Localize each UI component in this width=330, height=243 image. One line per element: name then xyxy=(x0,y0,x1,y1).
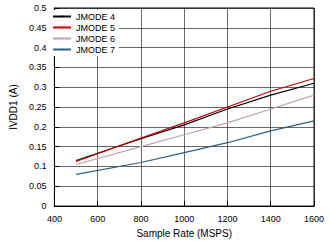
svg-text:400: 400 xyxy=(47,214,62,224)
svg-text:IVDD1 (A): IVDD1 (A) xyxy=(8,84,19,130)
svg-text:800: 800 xyxy=(133,214,148,224)
svg-text:0.45: 0.45 xyxy=(29,23,47,33)
svg-text:0.05: 0.05 xyxy=(29,181,47,191)
svg-text:600: 600 xyxy=(90,214,105,224)
svg-text:Sample Rate (MSPS): Sample Rate (MSPS) xyxy=(136,228,232,239)
svg-text:0.4: 0.4 xyxy=(34,43,47,53)
svg-text:1000: 1000 xyxy=(174,214,194,224)
svg-text:0.15: 0.15 xyxy=(29,142,47,152)
svg-text:1200: 1200 xyxy=(217,214,237,224)
svg-text:JMODE 5: JMODE 5 xyxy=(76,23,115,33)
svg-text:1400: 1400 xyxy=(261,214,281,224)
svg-text:0.5: 0.5 xyxy=(34,3,47,13)
svg-text:0.2: 0.2 xyxy=(34,122,47,132)
svg-text:JMODE 4: JMODE 4 xyxy=(76,12,115,22)
svg-text:1600: 1600 xyxy=(304,214,324,224)
svg-text:JMODE 7: JMODE 7 xyxy=(76,45,115,55)
svg-text:0.35: 0.35 xyxy=(29,62,47,72)
svg-text:0.25: 0.25 xyxy=(29,102,47,112)
svg-text:JMODE 6: JMODE 6 xyxy=(76,34,115,44)
svg-text:0: 0 xyxy=(41,201,46,211)
svg-text:0.3: 0.3 xyxy=(34,82,47,92)
svg-text:0.1: 0.1 xyxy=(34,161,47,171)
